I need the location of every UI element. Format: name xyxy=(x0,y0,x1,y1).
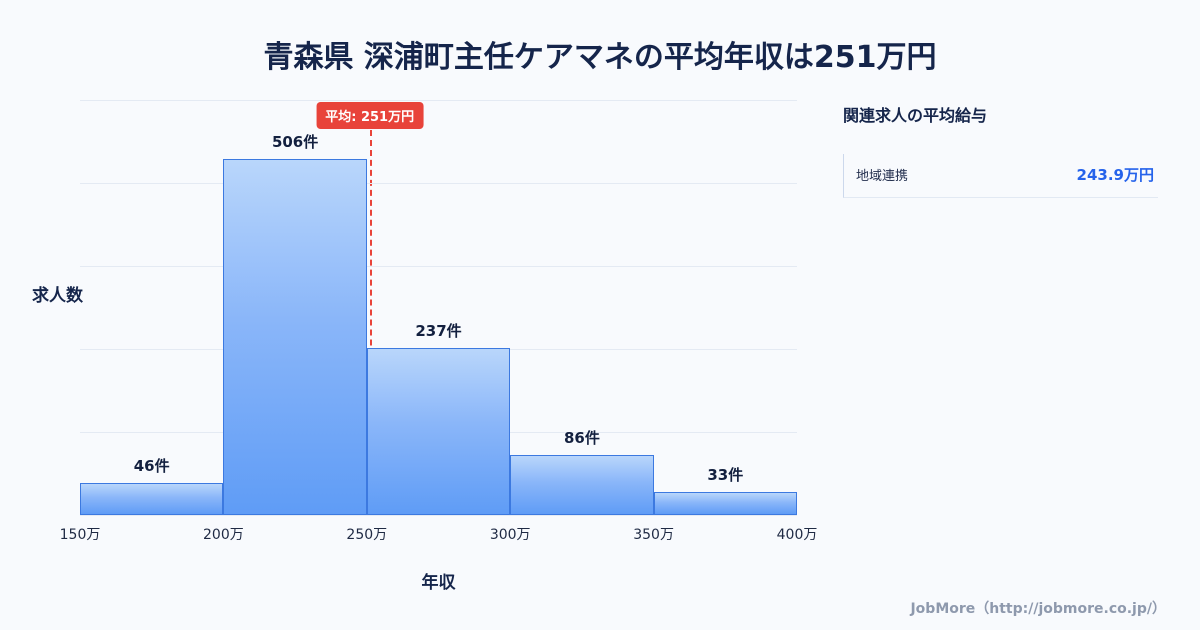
x-tick: 150万 xyxy=(59,527,101,543)
related-job-label: 地域連携 xyxy=(856,169,909,184)
side-panel-heading: 関連求人の平均給与 xyxy=(843,106,988,125)
side-panel: 関連求人の平均給与 地域連携 243.9万円 xyxy=(843,102,1158,198)
bar-value-label: 506件 xyxy=(271,133,319,152)
bar-200万-250万 xyxy=(223,159,367,515)
bar-value-label: 237件 xyxy=(415,322,462,341)
bar-300万-350万 xyxy=(510,454,654,515)
gridline xyxy=(80,266,797,267)
page-title: 青森県 深浦町主任ケアマネの平均年収は251万円 xyxy=(263,40,937,75)
plot-area: 平均: 251万円 46件 506件 237件 86件 33件 xyxy=(80,100,797,516)
gridline xyxy=(80,183,797,184)
gridline xyxy=(80,100,797,101)
x-tick: 350万 xyxy=(633,527,674,543)
footer-credit: JobMore（http://jobmore.co.jp/） xyxy=(910,601,1166,617)
x-tick: 400万 xyxy=(776,527,818,543)
related-job-value: 243.9万円 xyxy=(1076,166,1154,184)
bar-350万-400万 xyxy=(653,491,797,515)
x-axis-label: 年収 xyxy=(421,573,456,593)
bar-value-label: 46件 xyxy=(133,456,170,475)
gridline xyxy=(80,515,797,516)
x-tick: 250万 xyxy=(346,527,388,543)
x-ticks: 150万 200万 250万 300万 350万 400万 xyxy=(60,515,818,545)
bar-150万-200万 xyxy=(80,482,224,515)
average-badge: 平均: 251万円 xyxy=(316,102,424,129)
bar-value-label: 86件 xyxy=(563,428,600,447)
x-tick: 300万 xyxy=(489,527,531,543)
average-line xyxy=(369,130,372,515)
x-tick: 200万 xyxy=(203,527,244,543)
bar-value-label: 33件 xyxy=(707,465,744,484)
bar-250万-300万 xyxy=(366,348,511,515)
y-axis-label: 求人数 xyxy=(32,286,83,306)
related-job-row: 地域連携 243.9万円 xyxy=(843,154,1158,198)
